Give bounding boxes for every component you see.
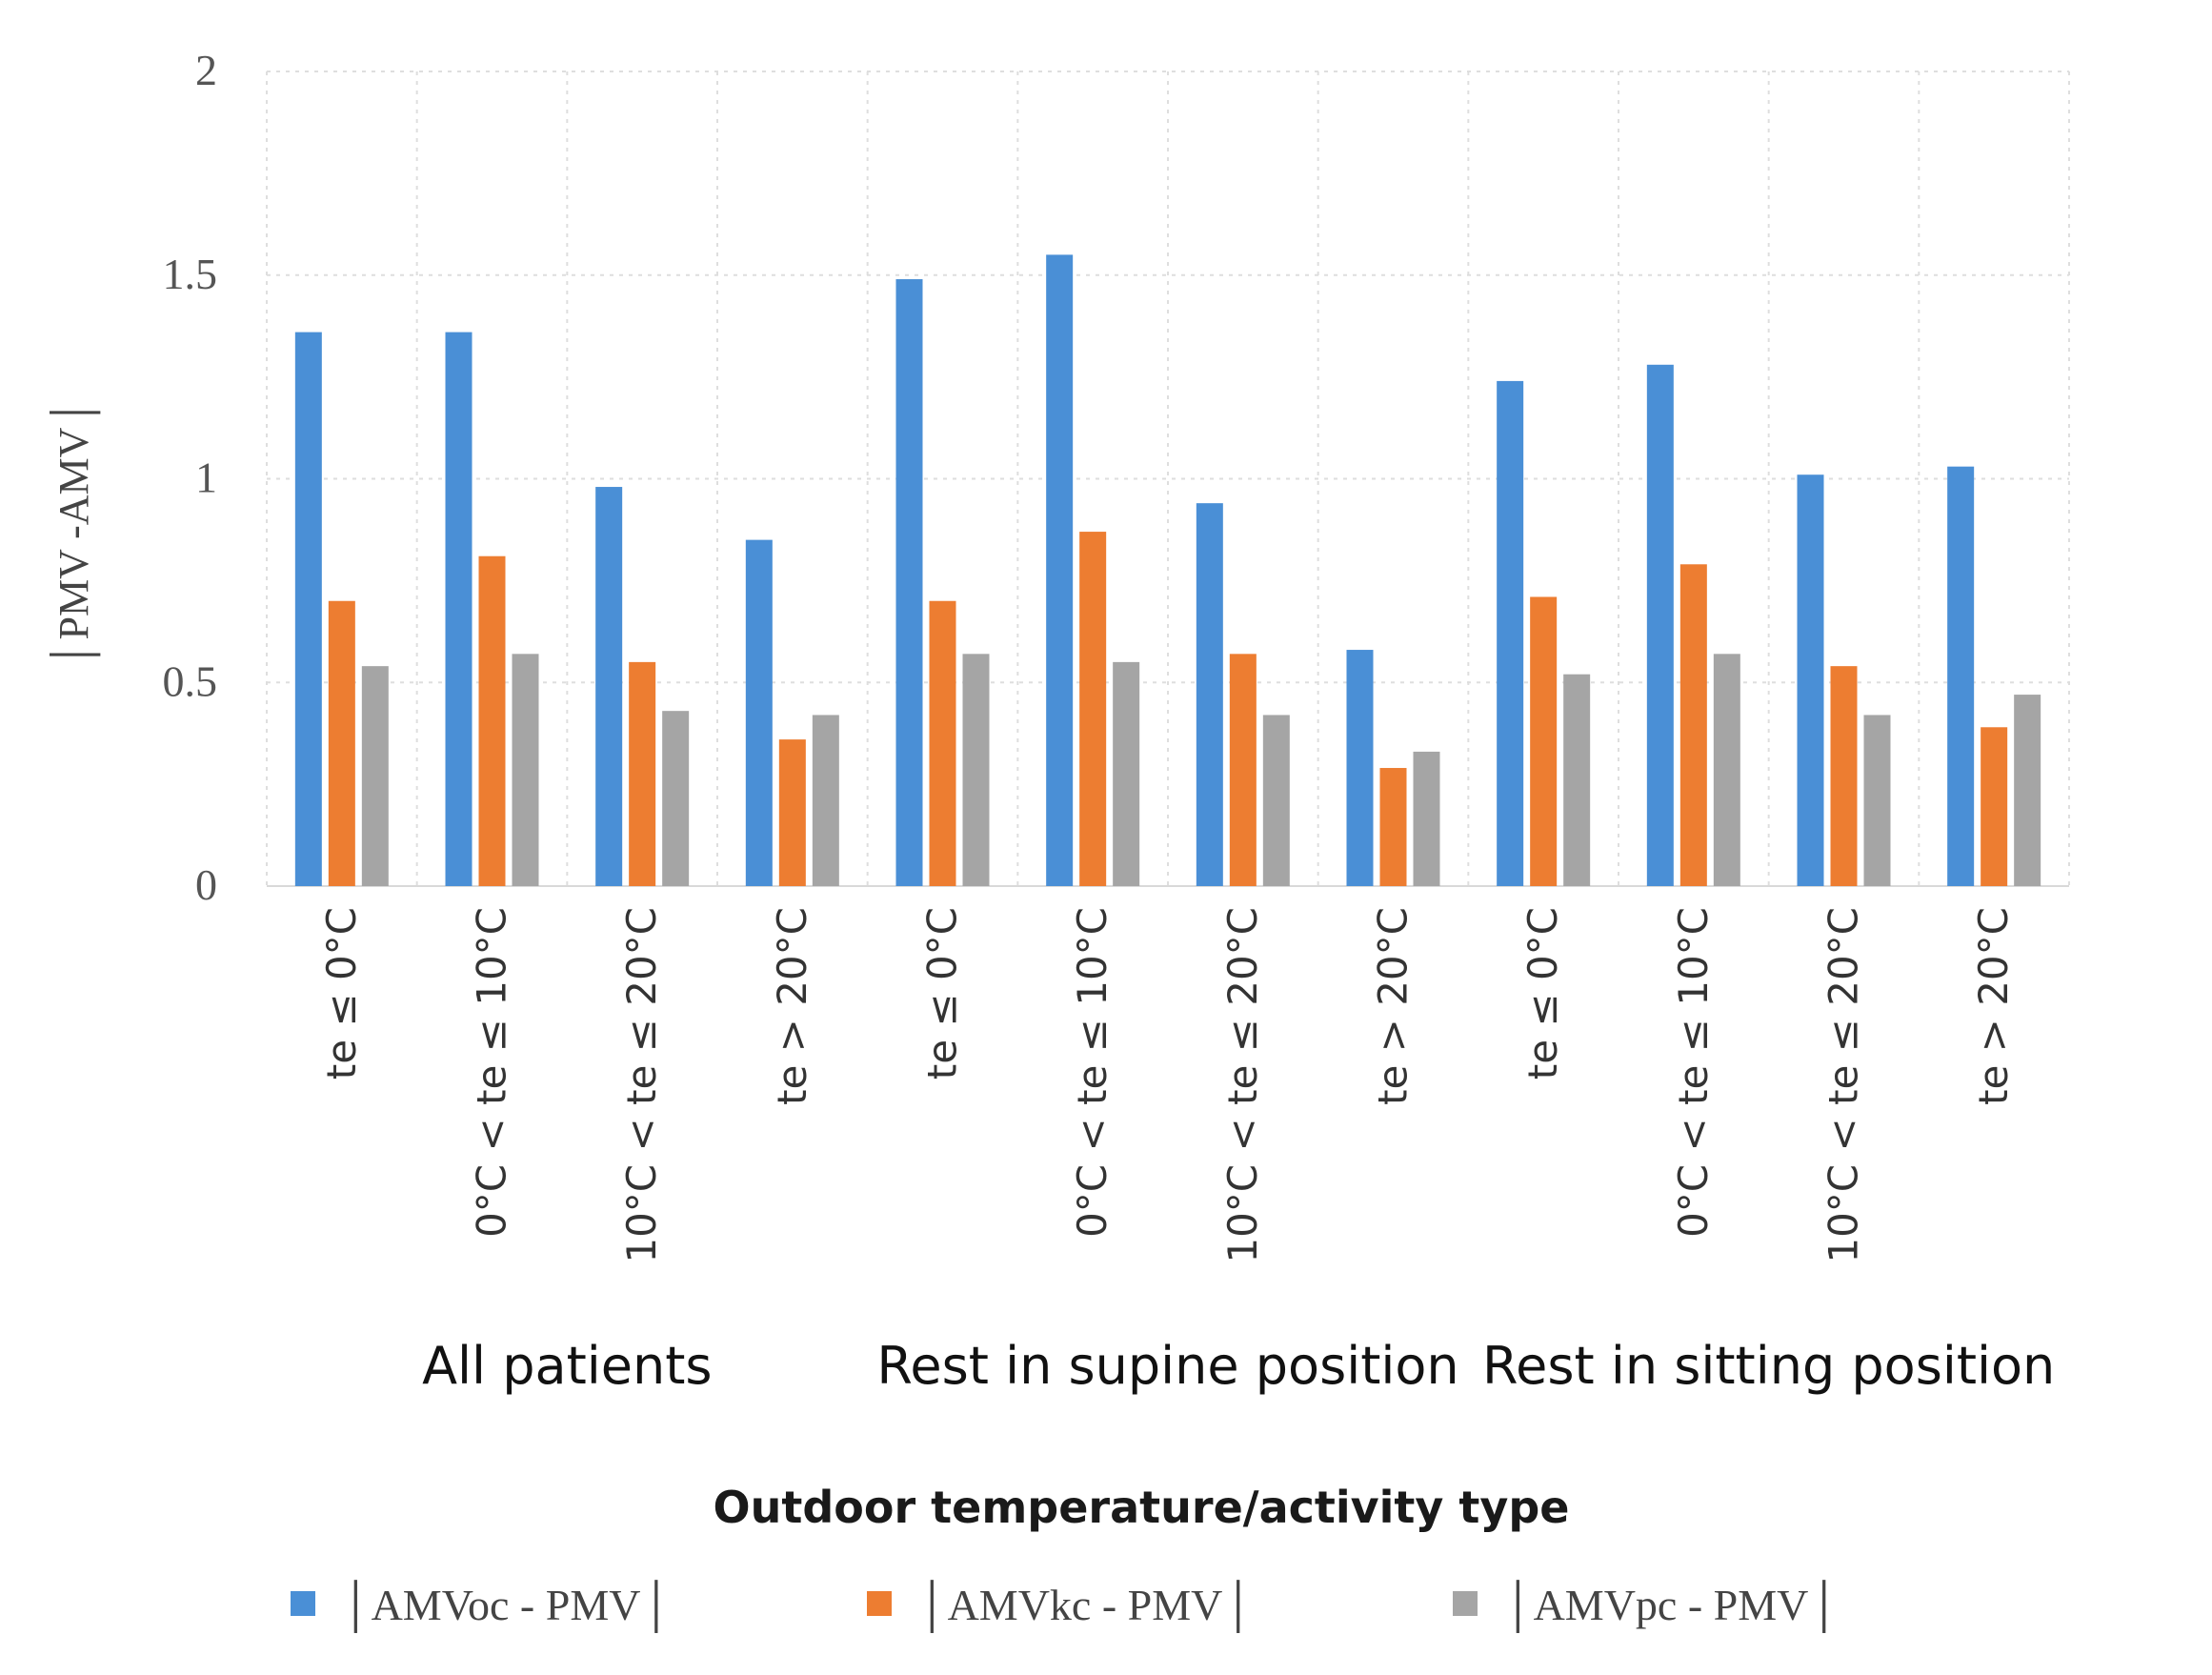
x-tick-label: te > 20°C <box>1370 907 1417 1105</box>
bar-series-3-cat-8 <box>1413 751 1440 886</box>
x-tick-label: te > 20°C <box>769 907 815 1105</box>
x-tick-label: 0°C < te ≤ 10°C <box>1069 907 1116 1238</box>
bar-series-1-cat-11 <box>1797 474 1824 886</box>
y-tick-label: 0 <box>195 860 217 909</box>
x-tick-label: 0°C < te ≤ 10°C <box>469 907 515 1238</box>
bar-series-2-cat-1 <box>328 600 355 886</box>
bar-series-3-cat-10 <box>1713 654 1740 886</box>
bar-series-2-cat-11 <box>1830 666 1858 886</box>
bar-series-1-cat-6 <box>1046 254 1074 886</box>
bar-series-1-cat-3 <box>595 487 623 886</box>
bar-series-1-cat-4 <box>745 539 773 886</box>
group-labels: All patients Rest in supine position Rest … <box>422 1336 2055 1396</box>
group-label: All patients <box>422 1336 712 1396</box>
legend-swatch <box>867 1591 892 1616</box>
group-label: Rest in supine position <box>876 1336 1458 1396</box>
bar-series-2-cat-10 <box>1679 564 1707 886</box>
bar-series-2-cat-12 <box>1981 727 2008 886</box>
y-axis-label: │PMV -AMV│ <box>49 397 101 669</box>
bar-series-2-cat-4 <box>778 739 806 886</box>
legend: │AMVoc - PMV│ │AMVkc - PMV│ │AMVpc - PMV│ <box>291 1580 1840 1633</box>
bar-series-1-cat-10 <box>1646 364 1674 886</box>
bar-series-3-cat-5 <box>962 654 990 886</box>
bar-series-3-cat-2 <box>512 654 539 886</box>
bar-series-1-cat-8 <box>1346 650 1374 886</box>
bar-series-3-cat-9 <box>1563 674 1591 886</box>
x-tick-label: te ≤ 0°C <box>1519 907 1566 1080</box>
bar-series-2-cat-5 <box>929 600 956 886</box>
x-tick-label: te ≤ 0°C <box>919 907 966 1080</box>
bar-series-1-cat-12 <box>1947 466 1975 886</box>
bars <box>294 254 2041 887</box>
x-tick-label: 10°C < te ≤ 20°C <box>1219 907 1266 1263</box>
bar-series-3-cat-1 <box>361 666 389 886</box>
x-axis-label: Outdoor temperature/activity type <box>714 1482 1570 1533</box>
bar-series-3-cat-6 <box>1113 661 1140 886</box>
y-axis-ticks: 0 0.5 1 1.5 2 <box>163 46 218 909</box>
legend-label: │AMVpc - PMV│ <box>1502 1580 1840 1633</box>
bar-series-2-cat-2 <box>478 555 506 886</box>
bar-series-2-cat-7 <box>1229 654 1257 886</box>
y-tick-label: 1 <box>195 454 217 502</box>
bar-series-1-cat-9 <box>1497 380 1524 886</box>
legend-swatch <box>291 1591 315 1616</box>
bar-series-3-cat-3 <box>662 711 690 886</box>
x-tick-label: te ≤ 0°C <box>318 907 365 1080</box>
bar-series-1-cat-2 <box>445 332 473 887</box>
bar-series-2-cat-8 <box>1379 768 1407 886</box>
x-tick-label: 10°C < te ≤ 20°C <box>618 907 665 1263</box>
bar-series-2-cat-9 <box>1530 596 1558 886</box>
bar-series-1-cat-1 <box>294 332 322 887</box>
legend-label: │AMVkc - PMV│ <box>916 1580 1254 1633</box>
group-label: Rest in sitting position <box>1482 1336 2055 1396</box>
bar-series-3-cat-7 <box>1262 715 1290 886</box>
y-tick-label: 1.5 <box>163 250 218 298</box>
bar-series-3-cat-12 <box>2014 695 2041 886</box>
y-tick-label: 0.5 <box>163 656 218 705</box>
legend-label: │AMVoc - PMV│ <box>340 1580 672 1633</box>
bar-series-3-cat-11 <box>1863 715 1891 886</box>
bar-series-3-cat-4 <box>812 715 839 886</box>
bar-series-2-cat-3 <box>629 661 656 886</box>
bar-series-1-cat-7 <box>1196 503 1223 886</box>
x-axis-tick-labels: te ≤ 0°C 0°C < te ≤ 10°C 10°C < te ≤ 20°C t… <box>318 907 2017 1263</box>
bar-series-1-cat-5 <box>895 279 923 886</box>
x-tick-label: te > 20°C <box>1970 907 2017 1105</box>
x-tick-label: 10°C < te ≤ 20°C <box>1820 907 1867 1263</box>
gridlines <box>266 71 2070 887</box>
y-tick-label: 2 <box>195 46 217 94</box>
x-tick-label: 0°C < te ≤ 10°C <box>1670 907 1717 1238</box>
legend-swatch <box>1453 1591 1478 1616</box>
bar-series-2-cat-6 <box>1079 532 1107 886</box>
